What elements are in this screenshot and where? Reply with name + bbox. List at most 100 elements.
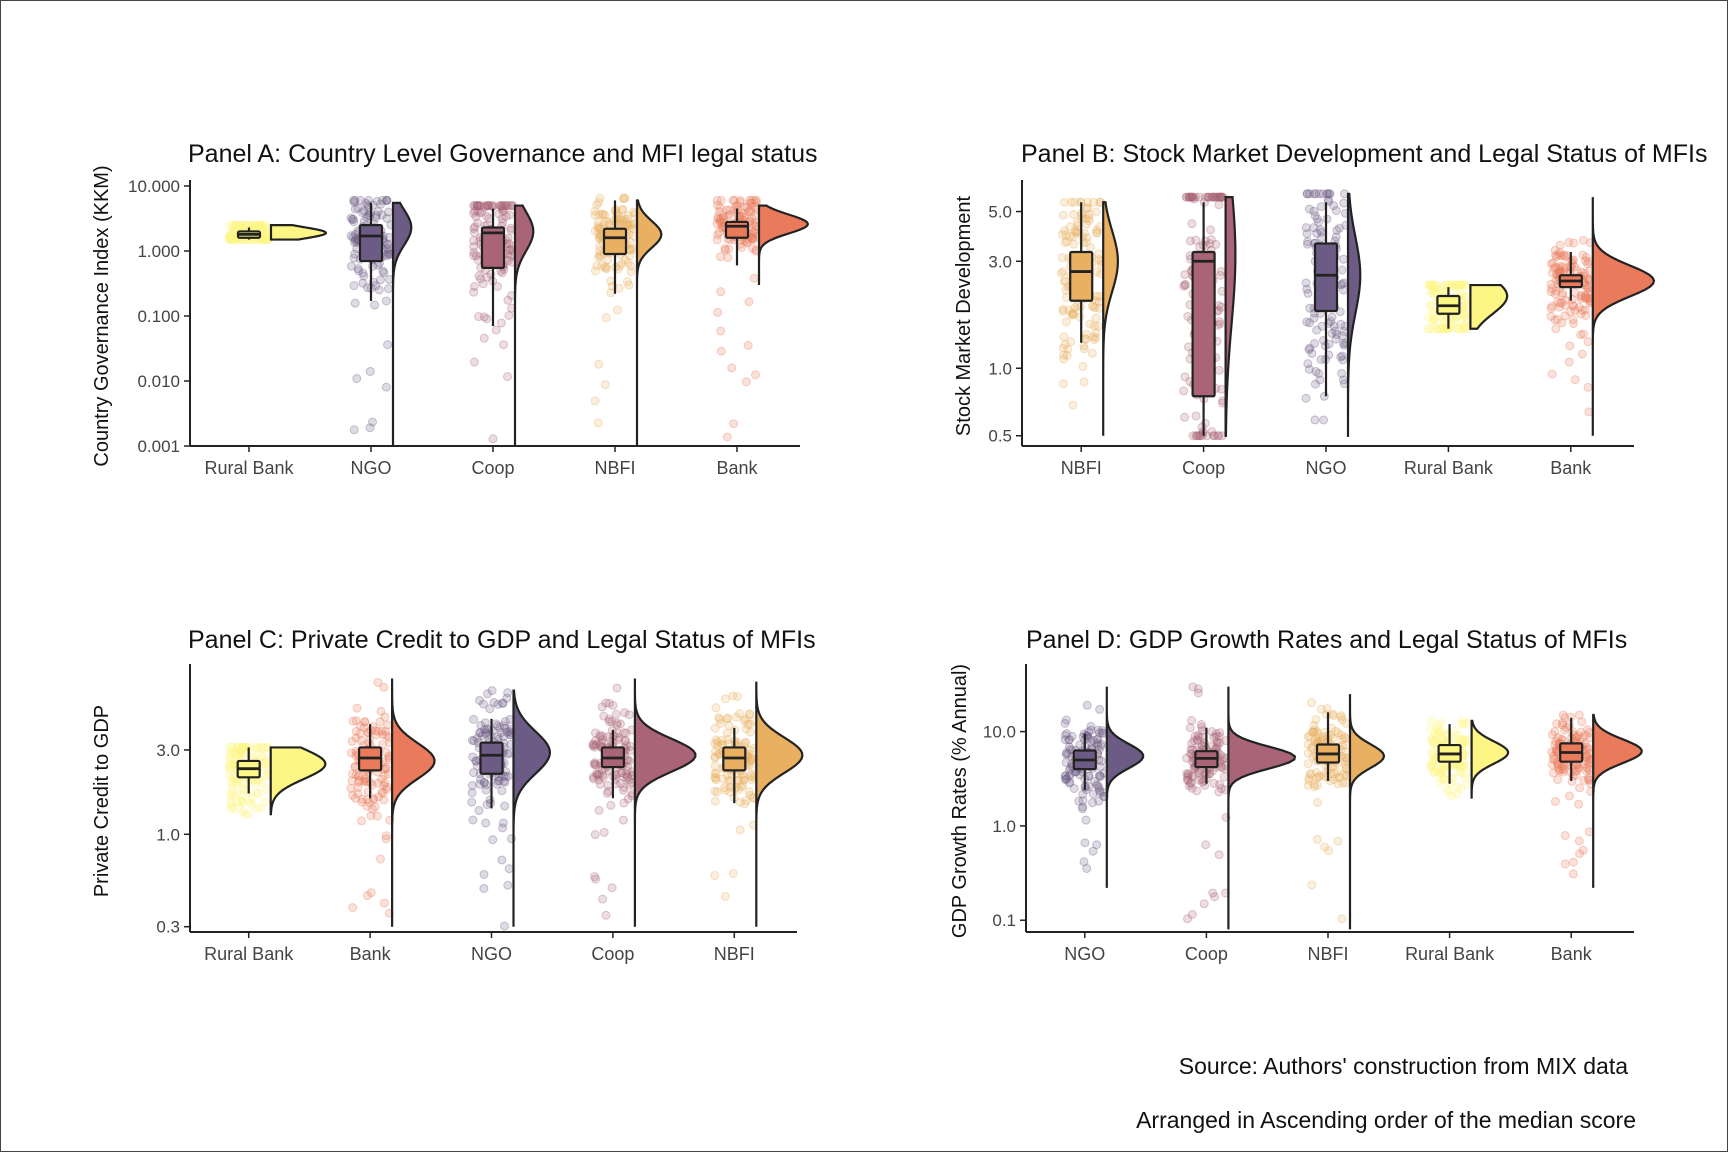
- panel-a-coop-point: [483, 201, 493, 211]
- panel-b-ngo-point: [1303, 239, 1313, 249]
- panel-a-bank-point: [712, 235, 722, 245]
- panel-c-rural-bank-point: [238, 807, 248, 817]
- panel-b-nbfi-point: [1065, 231, 1075, 241]
- panel-a-nbfi-point: [620, 255, 630, 265]
- panel-c-nbfi-point: [720, 694, 730, 704]
- panel-a-ytick-label: 0.100: [137, 307, 180, 326]
- panel-b-nbfi-point: [1081, 219, 1091, 229]
- panel-c-coop-point: [597, 702, 607, 712]
- panel-b-nbfi-point: [1070, 302, 1080, 312]
- panel-b-ngo-point: [1304, 204, 1314, 214]
- panel-b-coop-point: [1215, 192, 1225, 202]
- panel-a-rural-bank-point: [240, 220, 250, 230]
- panel-a-nbfi-point: [595, 250, 605, 260]
- panel-b-ngo-point: [1331, 334, 1341, 344]
- panel-b-coop-point: [1208, 192, 1218, 202]
- panel-c-coop-point: [604, 698, 614, 708]
- panel-a-ngo-point: [349, 197, 359, 207]
- panel-a-ytick-label: 0.001: [137, 437, 180, 456]
- panel-c-coop-point: [606, 800, 616, 810]
- panel-d-nbfi-point: [1340, 747, 1350, 757]
- panel-b-ngo-point: [1323, 195, 1333, 205]
- panel-b-nbfi-point: [1068, 309, 1078, 319]
- panel-c-nbfi-point: [741, 738, 751, 748]
- panel-a-nbfi-point: [602, 262, 612, 272]
- panel-a-bank-point: [722, 432, 732, 442]
- panel-c-ngo-point: [488, 835, 498, 845]
- panel-b-bank-point: [1551, 252, 1561, 262]
- panel-d-nbfi-point: [1333, 728, 1343, 738]
- panel-b-nbfi-point: [1091, 333, 1101, 343]
- panel-a-coop-point: [469, 224, 479, 234]
- panel-c-nbfi-point: [710, 761, 720, 771]
- panel-b-coop-point: [1215, 192, 1225, 202]
- panel-a-bank-point: [751, 195, 761, 205]
- panel-b-nbfi-point: [1082, 233, 1092, 243]
- panel-b-nbfi-point: [1089, 197, 1099, 207]
- panel-a-bank-point: [747, 198, 757, 208]
- panel-b-nbfi-point: [1066, 337, 1076, 347]
- panel-b-coop-point: [1192, 431, 1202, 441]
- panel-c-ngo-point: [481, 780, 491, 790]
- panel-d-ngo-point: [1093, 781, 1103, 791]
- panel-a-ngo-point: [346, 231, 356, 241]
- panel-a-nbfi-point: [594, 197, 604, 207]
- panel-b-ngo-point: [1329, 201, 1339, 211]
- panel-d-nbfi-point: [1307, 698, 1317, 708]
- panel-c-coop-point: [607, 883, 617, 893]
- panel-c-bank-point: [376, 706, 386, 716]
- panel-b-nbfi-point: [1092, 228, 1102, 238]
- panel-b-ngo-point: [1337, 331, 1347, 341]
- panel-a-nbfi-point: [626, 261, 636, 271]
- panel-c-ngo-point: [485, 730, 495, 740]
- panel-b-bank-point: [1547, 369, 1557, 379]
- panel-a-bank-point: [718, 211, 728, 221]
- panel-c-nbfi-point: [745, 727, 755, 737]
- panel-b-ngo-point: [1332, 225, 1342, 235]
- panel-b-rural-bank-point: [1452, 324, 1462, 334]
- panel-a-bank-point: [729, 419, 739, 429]
- panel-b-coop-point: [1186, 192, 1196, 202]
- panel-b-nbfi-point: [1092, 228, 1102, 238]
- panel-b-nbfi-point: [1066, 197, 1076, 207]
- panel-a-nbfi-point: [621, 218, 631, 228]
- panel-d-coop-point: [1182, 753, 1192, 763]
- panel-b-nbfi-point: [1059, 354, 1069, 364]
- panel-d-bank-point: [1553, 733, 1563, 743]
- panel-b-nbfi-point: [1068, 308, 1078, 318]
- panel-c-ngo-point: [500, 801, 510, 811]
- panel-d-bank-point: [1568, 857, 1578, 867]
- panel-a-ngo-point: [383, 284, 393, 294]
- panel-c-coop-point: [590, 742, 600, 752]
- panel-c-ngo-xtick-label: NGO: [471, 944, 512, 964]
- panel-a-ngo-point: [350, 204, 360, 214]
- panel-a-rural-bank-point: [224, 233, 234, 243]
- panel-b-nbfi-point: [1082, 204, 1092, 214]
- panel-c-bank-point: [373, 677, 383, 687]
- panel-a-ngo-point: [371, 213, 381, 223]
- panel-a-rural-bank-point: [251, 220, 261, 230]
- panel-b-coop-density: [1224, 195, 1237, 437]
- panel-a-nbfi-point: [600, 380, 610, 390]
- panel-b-nbfi-point: [1060, 339, 1070, 349]
- panel-a-ngo-point: [368, 261, 378, 271]
- panel-b-rural-bank-point: [1457, 280, 1467, 290]
- panel-c-coop-point: [601, 910, 611, 920]
- panel-a-nbfi-point: [623, 211, 633, 221]
- panel-b-ngo-point: [1336, 319, 1346, 329]
- panel-a-bank-point: [746, 207, 756, 217]
- panel-a-ngo-point: [383, 249, 393, 259]
- panel-b-ngo-point: [1302, 189, 1312, 199]
- panel-b-coop-point: [1184, 192, 1194, 202]
- panel-a-coop-point: [469, 201, 479, 211]
- panel-a-nbfi-point: [626, 267, 636, 277]
- panel-b-coop-point: [1215, 192, 1225, 202]
- panel-d-nbfi-point: [1322, 704, 1332, 714]
- panel-c-ngo-point: [497, 786, 507, 796]
- panel-c-nbfi-point: [722, 770, 732, 780]
- panel-b-rural-bank-point: [1461, 291, 1471, 301]
- panel-c-nbfi-point: [710, 796, 720, 806]
- panel-b-nbfi-point: [1059, 276, 1069, 286]
- panel-b-ngo-point: [1302, 317, 1312, 327]
- panel-c-bank-point: [351, 770, 361, 780]
